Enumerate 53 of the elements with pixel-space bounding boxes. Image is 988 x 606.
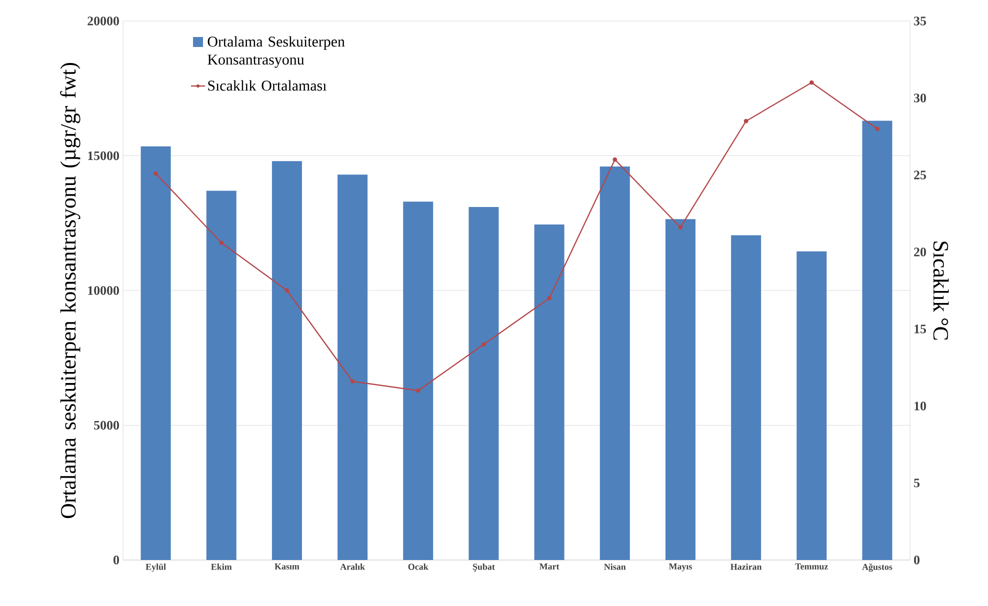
point	[678, 225, 683, 230]
x-tick-label: Ekim	[211, 564, 232, 570]
y2-tick-label: 20	[914, 248, 926, 256]
bar	[338, 174, 368, 560]
y-tick-label: 0	[114, 556, 119, 564]
y2-tick-label: 10	[914, 402, 926, 410]
bar	[140, 146, 171, 560]
point	[416, 388, 420, 393]
y2-tick-label: 5	[914, 478, 920, 488]
x-tick-label: Temmuz	[795, 564, 828, 570]
bar	[665, 219, 696, 560]
point	[612, 157, 618, 162]
bar	[731, 235, 762, 560]
legend-label: Sıcaklık Ortalaması	[208, 80, 326, 91]
point	[744, 118, 748, 124]
point	[875, 126, 880, 131]
y2-tick-label: 35	[914, 16, 926, 26]
bar	[534, 224, 564, 560]
x-tick-label: Kasım	[274, 564, 300, 570]
y-tick-label: 20000	[88, 16, 119, 26]
bar	[468, 206, 499, 560]
x-tick-label: Ağustos	[862, 564, 892, 572]
y2-tick-label: 15	[914, 324, 926, 334]
point	[809, 80, 814, 85]
x-tick-label: Ocak	[408, 564, 428, 570]
y2-tick-label: 30	[914, 94, 926, 102]
x-tick-label: Haziran	[730, 564, 762, 570]
x-tick-label: Aralık	[340, 564, 365, 570]
x-tick-label: Eylül	[146, 564, 166, 572]
y2-axis-title: Sıcaklık °C	[933, 242, 949, 340]
bar	[403, 202, 434, 560]
point	[284, 288, 290, 293]
x-tick-label: Mayıs	[668, 564, 692, 572]
x-tick-label: Şubat	[472, 564, 495, 572]
bar	[206, 190, 236, 560]
point	[219, 240, 224, 245]
x-tick-label: Mart	[539, 564, 560, 570]
bar	[600, 166, 630, 560]
y-axis-title: Ortalama seskuiterpen konsantrasyonu (µgr/gr fwt)	[60, 62, 80, 518]
point	[547, 296, 552, 300]
y2-tick-label: 25	[914, 170, 926, 180]
y-tick-label: 15000	[88, 151, 119, 160]
point	[482, 342, 486, 347]
bar	[796, 251, 827, 560]
point	[154, 171, 158, 176]
y-tick-label: 10000	[88, 286, 119, 295]
bar	[272, 161, 302, 560]
y-tick-label: 5000	[94, 420, 119, 430]
bar	[862, 120, 892, 560]
x-tick-label: Nisan	[604, 564, 626, 570]
point	[350, 379, 355, 384]
y2-tick-label: 0	[914, 556, 920, 564]
legend-label: Ortalama Seskuiterpen Konsantrasyonu	[208, 36, 345, 68]
